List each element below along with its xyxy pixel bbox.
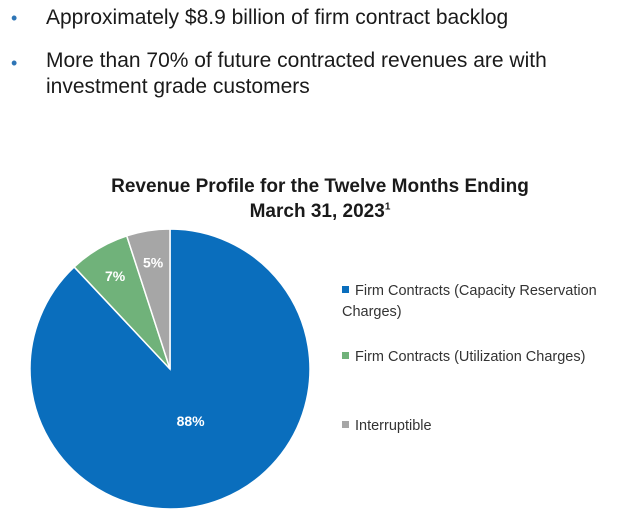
legend-item-utilization: Firm Contracts (Utilization Charges) [342,347,632,368]
legend-label: Firm Contracts (Capacity Reservation Cha… [342,283,597,320]
pie-slice-label: 88% [177,413,206,429]
legend-label: Interruptible [355,418,432,434]
legend-swatch [342,421,349,428]
legend-swatch [342,286,349,293]
chart-title-date: March 31, 2023 [249,201,385,222]
chart-title-line-1: Revenue Profile for the Twelve Months En… [111,176,529,197]
chart-title-footnote: 1 [384,201,391,213]
legend-item-capacity-reservation: Firm Contracts (Capacity Reservation Cha… [342,281,632,323]
chart-title-line-2: March 31, 20231 [60,199,580,224]
bullet-marker: • [11,53,18,73]
bullet-text-backlog: Approximately $8.9 billion of firm contr… [46,6,509,29]
pie-slice-label: 5% [143,255,164,271]
pie-slice [125,228,171,370]
legend-swatch [342,352,349,359]
pie-slice-label: 7% [105,268,126,284]
legend-label: Firm Contracts (Utilization Charges) [355,349,586,365]
legend-item-interruptible: Interruptible [342,416,632,437]
bullet-text-investment-grade: More than 70% of future contracted reven… [46,49,547,98]
bullet-marker: • [11,8,18,28]
chart-title: Revenue Profile for the Twelve Months En… [60,174,580,224]
